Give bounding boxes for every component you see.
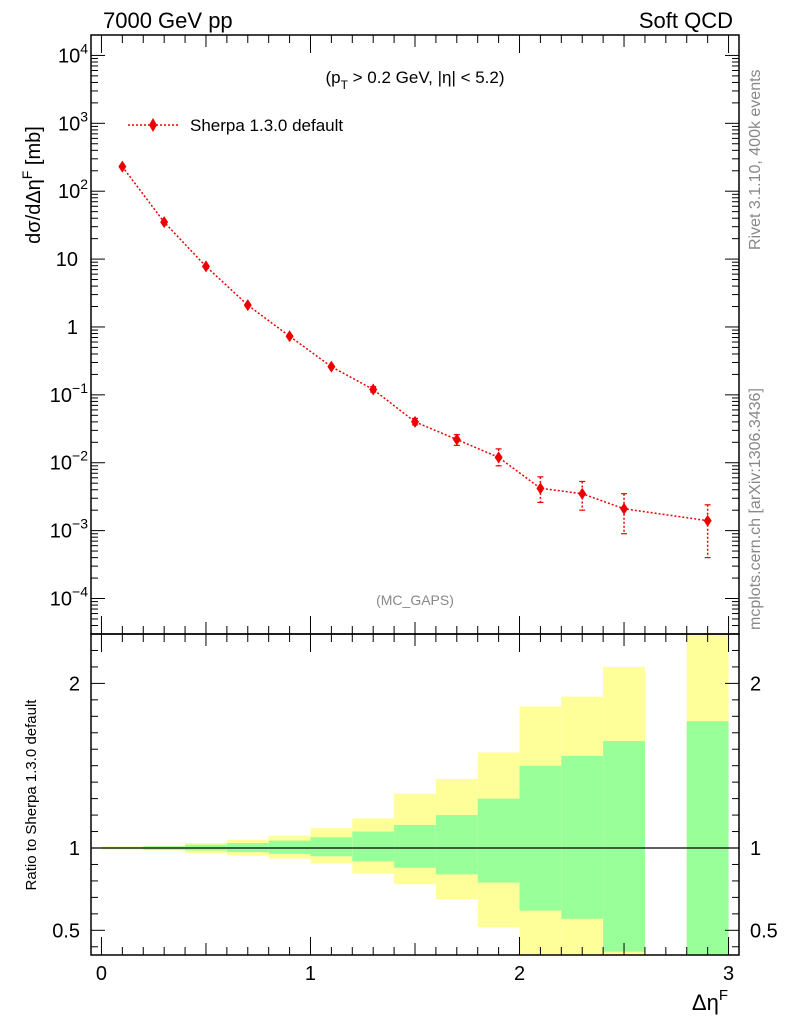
data-point-1 [160, 216, 169, 229]
legend: Sherpa 1.3.0 default [128, 116, 343, 135]
axis-ticks [91, 34, 739, 955]
data-point-0 [118, 160, 127, 173]
main-y-axis-label: dσ/dΔηF [mb] [19, 126, 45, 244]
data-point-12 [620, 502, 629, 515]
data-point-4 [285, 330, 294, 343]
x-tick-label: 0 [96, 963, 107, 985]
data-point-13 [703, 514, 712, 527]
x-tick-label: 3 [723, 963, 734, 985]
ratio-y-tick-label-left: 0.5 [52, 920, 80, 942]
ratio-y-tick-label-right: 1 [750, 838, 761, 860]
data-point-9 [494, 451, 503, 464]
ratio-inner-band-6 [352, 831, 395, 862]
data-point-3 [243, 299, 252, 312]
ratio-inner-band-4 [268, 840, 311, 854]
main-series-layer [118, 160, 712, 559]
mcplots-label: mcplots.cern.ch [arXiv:1306.3436] [747, 388, 764, 630]
legend-entry-label: Sherpa 1.3.0 default [190, 116, 343, 135]
cut-label: (pT > 0.2 GeV, |η| < 5.2) [325, 68, 504, 92]
main-y-tick-label: 10−2 [50, 448, 88, 475]
x-axis-label: ΔηF [692, 987, 728, 1015]
header-category-label: Soft QCD [639, 8, 733, 33]
data-point-5 [327, 360, 336, 373]
analysis-watermark: (MC_GAPS) [376, 592, 454, 608]
ratio-inner-band-5 [310, 837, 353, 857]
main-y-tick-label: 10−1 [50, 380, 88, 407]
x-tick-label: 1 [305, 963, 316, 985]
ratio-y-tick-label-right: 0.5 [750, 920, 778, 942]
main-plot-frame [90, 34, 740, 635]
data-point-8 [452, 433, 461, 446]
ratio-y-tick-label-right: 2 [750, 673, 761, 695]
ratio-y-axis-label: Ratio to Sherpa 1.3.0 default [23, 699, 40, 891]
main-y-tick-label: 102 [58, 176, 88, 203]
data-point-7 [411, 415, 419, 428]
ratio-inner-band-13 [686, 721, 729, 955]
rivet-version-label: Rivet 3.1.10, 400k events [747, 69, 764, 250]
ratio-inner-band-7 [394, 824, 436, 868]
series-line [121, 166, 708, 522]
ratio-inner-band-9 [477, 798, 520, 883]
main-y-tick-label: 10 [56, 249, 78, 271]
ratio-plot-area [91, 634, 739, 955]
data-point-10 [536, 482, 545, 495]
main-y-tick-label: 10−4 [50, 584, 88, 611]
main-y-tick-label: 1 [67, 317, 78, 339]
main-y-tick-label: 10−3 [50, 516, 88, 543]
ratio-inner-band-12 [603, 741, 645, 952]
ratio-y-tick-label-left: 1 [69, 838, 80, 860]
header-collision-label: 7000 GeV pp [103, 8, 233, 33]
ratio-y-tick-label-left: 2 [69, 673, 80, 695]
ratio-inner-band-10 [519, 765, 562, 911]
legend-marker [149, 118, 157, 132]
data-point-6 [369, 383, 378, 396]
main-y-tick-label: 103 [58, 108, 88, 135]
x-tick-label: 2 [514, 963, 525, 985]
main-y-tick-label: 104 [58, 40, 88, 67]
ratio-inner-band-11 [561, 755, 604, 919]
data-point-2 [201, 260, 210, 273]
data-point-11 [578, 487, 587, 500]
ratio-inner-band-8 [435, 815, 478, 875]
